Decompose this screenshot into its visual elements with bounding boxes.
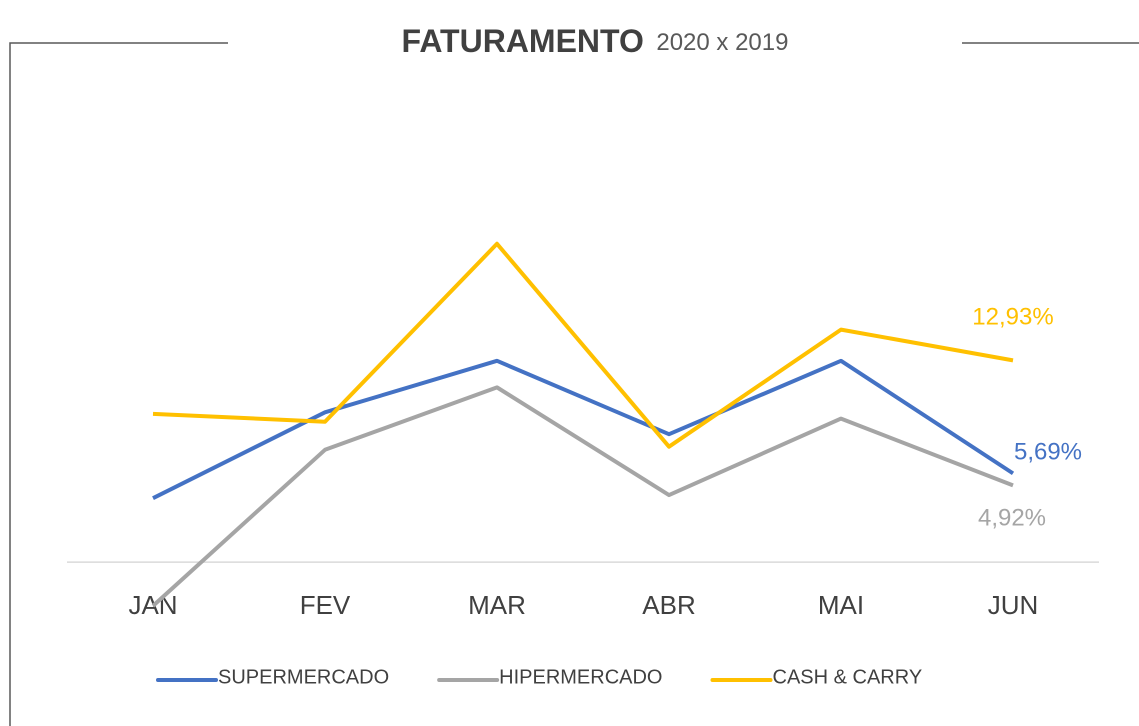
legend-label: CASH & CARRY — [773, 666, 923, 688]
frame — [9, 42, 1139, 726]
data-label: 4,92% — [978, 505, 1046, 532]
chart-title-group: FATURAMENTO 2020 x 2019 — [402, 23, 789, 59]
data-label: 12,93% — [972, 304, 1053, 331]
x-tick-label: MAR — [468, 590, 526, 620]
frame-left — [9, 42, 228, 726]
data-label: 5,69% — [1014, 439, 1082, 466]
series-line — [152, 241, 1014, 449]
x-tick-label: FEV — [300, 590, 351, 620]
legend-label: SUPERMERCADO — [218, 666, 389, 688]
series-line — [151, 385, 1014, 608]
legend-label: HIPERMERCADO — [499, 666, 662, 688]
x-tick-label: JUN — [988, 590, 1039, 620]
series-line — [152, 358, 1015, 500]
chart-subtitle: 2020 x 2019 — [656, 29, 788, 56]
chart-title: FATURAMENTO — [402, 23, 644, 59]
x-tick-label: ABR — [642, 590, 695, 620]
x-tick-label: MAI — [818, 590, 864, 620]
